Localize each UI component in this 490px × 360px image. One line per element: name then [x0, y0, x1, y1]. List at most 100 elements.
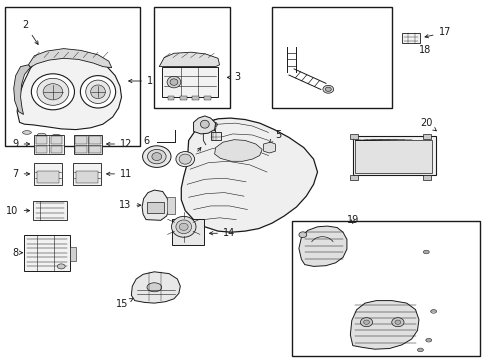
- Ellipse shape: [426, 338, 432, 342]
- Text: 19: 19: [346, 215, 359, 225]
- Text: 15: 15: [116, 298, 134, 309]
- Bar: [70, 247, 76, 261]
- Text: 6: 6: [143, 136, 149, 147]
- Ellipse shape: [179, 154, 191, 164]
- Bar: [24, 235, 70, 271]
- Text: 7: 7: [12, 169, 29, 179]
- Ellipse shape: [392, 318, 404, 327]
- Bar: [73, 163, 101, 185]
- Text: 20: 20: [420, 118, 437, 131]
- Bar: [350, 175, 358, 180]
- Polygon shape: [14, 65, 30, 114]
- Bar: [51, 136, 63, 144]
- Ellipse shape: [200, 120, 209, 128]
- Bar: [5, 7, 140, 146]
- Ellipse shape: [147, 149, 166, 164]
- Polygon shape: [17, 50, 122, 130]
- Ellipse shape: [179, 223, 188, 230]
- Polygon shape: [142, 190, 169, 220]
- Bar: [37, 171, 59, 183]
- Bar: [292, 221, 480, 356]
- Text: 1: 1: [129, 76, 153, 86]
- Bar: [34, 163, 62, 185]
- Ellipse shape: [395, 320, 401, 324]
- Text: 3: 3: [227, 72, 240, 82]
- Ellipse shape: [325, 87, 331, 91]
- Bar: [76, 171, 98, 183]
- Text: 13: 13: [119, 200, 141, 210]
- Ellipse shape: [361, 318, 372, 327]
- Bar: [272, 7, 392, 108]
- Ellipse shape: [423, 250, 429, 254]
- Bar: [211, 132, 220, 140]
- Bar: [172, 219, 204, 245]
- Bar: [423, 134, 431, 139]
- Polygon shape: [350, 301, 419, 349]
- Text: 2: 2: [23, 20, 38, 44]
- Polygon shape: [28, 49, 112, 68]
- Polygon shape: [131, 272, 180, 303]
- Ellipse shape: [323, 85, 334, 93]
- Ellipse shape: [299, 232, 307, 238]
- Ellipse shape: [176, 152, 195, 167]
- Bar: [33, 201, 67, 220]
- Bar: [89, 146, 101, 153]
- Ellipse shape: [364, 320, 369, 324]
- Ellipse shape: [417, 348, 423, 352]
- Ellipse shape: [52, 134, 61, 138]
- Text: 17: 17: [425, 27, 451, 38]
- Bar: [162, 67, 218, 97]
- Ellipse shape: [143, 146, 171, 167]
- Bar: [154, 7, 230, 108]
- Text: 4: 4: [187, 148, 201, 165]
- Ellipse shape: [80, 76, 116, 108]
- Ellipse shape: [37, 133, 46, 137]
- Bar: [192, 96, 199, 100]
- Bar: [36, 146, 47, 153]
- Ellipse shape: [86, 80, 110, 104]
- Bar: [34, 135, 64, 154]
- Polygon shape: [264, 142, 275, 153]
- Ellipse shape: [91, 85, 105, 99]
- Bar: [350, 134, 358, 139]
- Polygon shape: [215, 140, 262, 161]
- Text: 8: 8: [13, 248, 23, 258]
- Text: 12: 12: [107, 139, 132, 149]
- Ellipse shape: [147, 283, 162, 292]
- Polygon shape: [159, 52, 220, 67]
- Ellipse shape: [176, 220, 192, 234]
- Bar: [74, 135, 102, 154]
- Ellipse shape: [170, 79, 178, 85]
- Ellipse shape: [31, 74, 74, 110]
- Bar: [423, 175, 431, 180]
- Polygon shape: [181, 118, 318, 232]
- Polygon shape: [194, 116, 216, 134]
- Text: 11: 11: [107, 169, 132, 179]
- Ellipse shape: [23, 131, 31, 134]
- Bar: [167, 197, 175, 214]
- Bar: [36, 136, 47, 144]
- Text: 14: 14: [210, 228, 235, 238]
- Ellipse shape: [43, 84, 63, 100]
- Bar: [147, 202, 164, 213]
- Bar: [353, 136, 436, 175]
- Bar: [168, 96, 174, 100]
- Bar: [402, 33, 420, 43]
- Polygon shape: [299, 226, 347, 266]
- Text: 10: 10: [6, 206, 29, 216]
- Ellipse shape: [167, 76, 181, 88]
- Ellipse shape: [57, 264, 65, 269]
- Bar: [180, 96, 187, 100]
- Text: 16: 16: [207, 119, 220, 132]
- Bar: [355, 140, 432, 173]
- Text: 9: 9: [13, 139, 29, 149]
- Ellipse shape: [172, 216, 196, 237]
- Bar: [75, 146, 87, 153]
- Bar: [75, 136, 87, 144]
- Ellipse shape: [431, 310, 437, 313]
- Text: 18: 18: [419, 45, 431, 55]
- Text: 5: 5: [269, 130, 282, 143]
- Bar: [204, 96, 211, 100]
- Ellipse shape: [37, 78, 69, 105]
- Bar: [51, 146, 63, 153]
